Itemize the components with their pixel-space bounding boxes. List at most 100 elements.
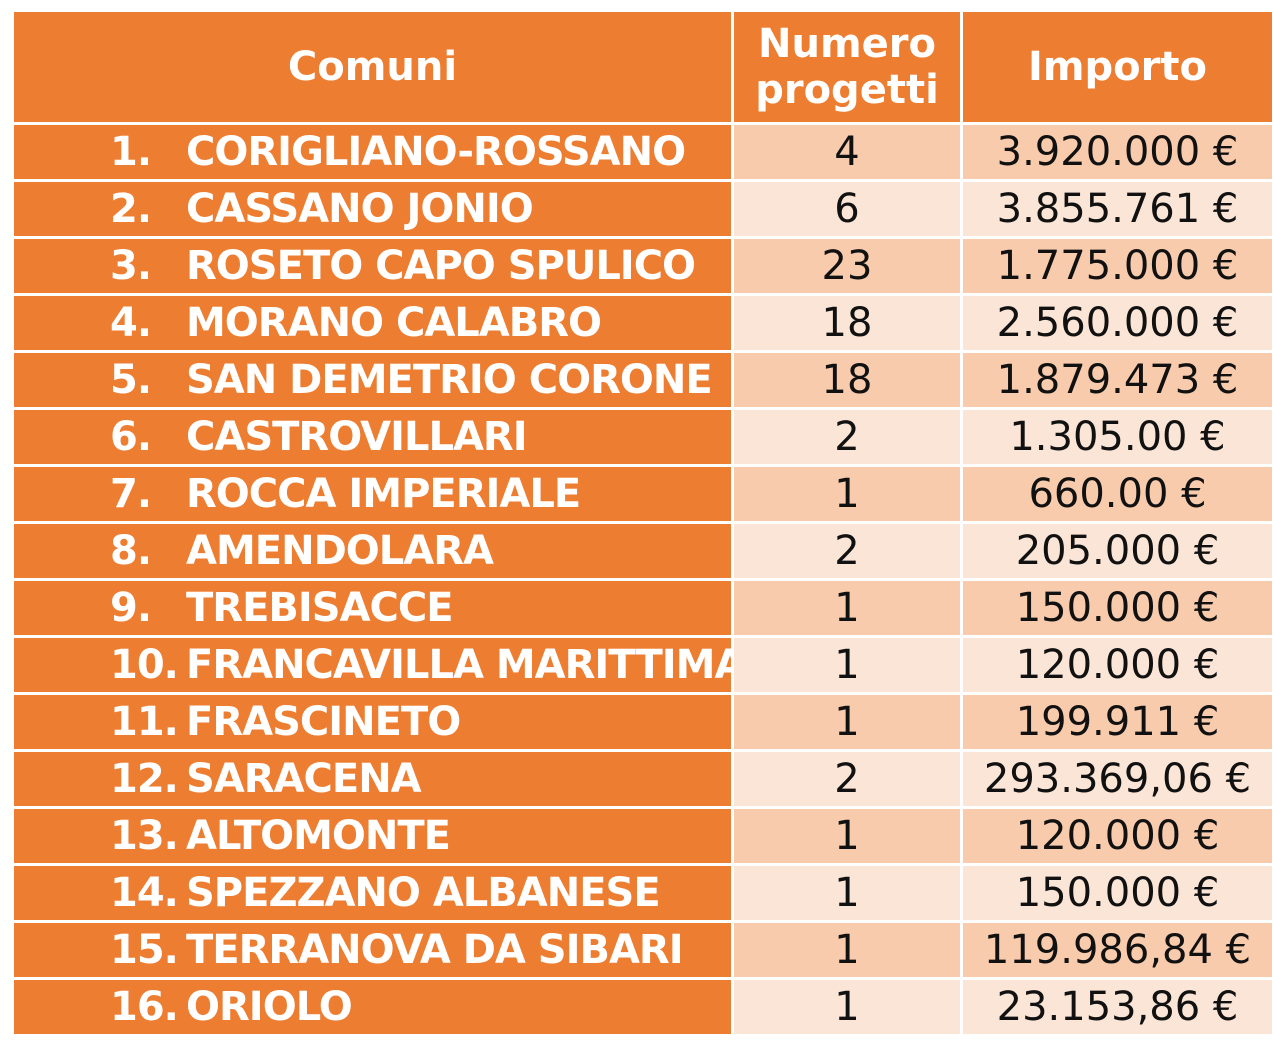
row-number: 13. bbox=[110, 813, 179, 859]
importo-cell: 120.000 € bbox=[963, 809, 1272, 866]
table-row: 7. ROCCA IMPERIALE 1 660.00 € bbox=[14, 467, 1272, 524]
table-row: 9. TREBISACCE 1 150.000 € bbox=[14, 581, 1272, 638]
table-row: 15. TERRANOVA DA SIBARI 1 119.986,84 € bbox=[14, 923, 1272, 980]
row-number: 15. bbox=[110, 927, 179, 973]
importo-cell: 150.000 € bbox=[963, 866, 1272, 923]
comune-cell: 1. CORIGLIANO-ROSSANO bbox=[14, 125, 734, 182]
numero-progetti-cell: 2 bbox=[734, 752, 963, 809]
numero-progetti-cell: 1 bbox=[734, 866, 963, 923]
header-row: Comuni Numero progetti Importo bbox=[14, 12, 1272, 125]
comune-cell: 12. SARACENA bbox=[14, 752, 734, 809]
comune-name: TERRANOVA DA SIBARI bbox=[186, 927, 684, 973]
table-row: 11. FRASCINETO 1 199.911 € bbox=[14, 695, 1272, 752]
comune-name: TREBISACCE bbox=[186, 585, 454, 631]
importo-cell: 2.560.000 € bbox=[963, 296, 1272, 353]
importo-cell: 3.920.000 € bbox=[963, 125, 1272, 182]
header-importo-label: Importo bbox=[1027, 44, 1207, 90]
table-row: 4. MORANO CALABRO 18 2.560.000 € bbox=[14, 296, 1272, 353]
row-number: 4. bbox=[110, 300, 152, 346]
table-row: 3. ROSETO CAPO SPULICO 23 1.775.000 € bbox=[14, 239, 1272, 296]
importo-cell: 660.00 € bbox=[963, 467, 1272, 524]
row-number: 11. bbox=[110, 699, 179, 745]
comune-name: FRASCINETO bbox=[186, 699, 461, 745]
numero-progetti-cell: 2 bbox=[734, 524, 963, 581]
table-body: 1. CORIGLIANO-ROSSANO 4 3.920.000 € 2. CASSAN… bbox=[14, 125, 1272, 1034]
comune-cell: 11. FRASCINETO bbox=[14, 695, 734, 752]
numero-progetti-cell: 1 bbox=[734, 638, 963, 695]
row-number: 16. bbox=[110, 984, 179, 1030]
comuni-table-container: Comuni Numero progetti Importo 1. CORIGLI… bbox=[14, 12, 1272, 1034]
numero-progetti-cell: 1 bbox=[734, 467, 963, 524]
comune-name: ORIOLO bbox=[186, 984, 353, 1030]
comune-cell: 13. ALTOMONTE bbox=[14, 809, 734, 866]
row-number: 14. bbox=[110, 870, 179, 916]
table-row: 13. ALTOMONTE 1 120.000 € bbox=[14, 809, 1272, 866]
comune-name: CASSANO JONIO bbox=[186, 186, 534, 232]
row-number: 12. bbox=[110, 756, 179, 802]
importo-cell: 23.153,86 € bbox=[963, 980, 1272, 1034]
header-comuni-label: Comuni bbox=[287, 44, 458, 90]
numero-progetti-cell: 6 bbox=[734, 182, 963, 239]
comune-name: AMENDOLARA bbox=[186, 528, 494, 574]
importo-cell: 1.879.473 € bbox=[963, 353, 1272, 410]
table-row: 6. CASTROVILLARI 2 1.305.00 € bbox=[14, 410, 1272, 467]
importo-cell: 3.855.761 € bbox=[963, 182, 1272, 239]
comune-cell: 3. ROSETO CAPO SPULICO bbox=[14, 239, 734, 296]
numero-progetti-cell: 1 bbox=[734, 923, 963, 980]
comuni-table: Comuni Numero progetti Importo 1. CORIGLI… bbox=[14, 12, 1272, 1034]
comune-name: FRANCAVILLA MARITTIMA bbox=[186, 642, 734, 688]
numero-progetti-cell: 18 bbox=[734, 353, 963, 410]
table-row: 16. ORIOLO 1 23.153,86 € bbox=[14, 980, 1272, 1034]
header-importo: Importo bbox=[963, 12, 1272, 125]
comune-name: SARACENA bbox=[186, 756, 422, 802]
table-row: 10. FRANCAVILLA MARITTIMA 1 120.000 € bbox=[14, 638, 1272, 695]
importo-cell: 293.369,06 € bbox=[963, 752, 1272, 809]
comune-cell: 10. FRANCAVILLA MARITTIMA bbox=[14, 638, 734, 695]
row-number: 3. bbox=[110, 243, 152, 289]
comune-name: CORIGLIANO-ROSSANO bbox=[186, 129, 686, 175]
table-row: 12. SARACENA 2 293.369,06 € bbox=[14, 752, 1272, 809]
comune-name: CASTROVILLARI bbox=[186, 414, 528, 460]
importo-cell: 1.775.000 € bbox=[963, 239, 1272, 296]
table-row: 8. AMENDOLARA 2 205.000 € bbox=[14, 524, 1272, 581]
table-row: 5. SAN DEMETRIO CORONE 18 1.879.473 € bbox=[14, 353, 1272, 410]
row-number: 10. bbox=[110, 642, 179, 688]
importo-cell: 150.000 € bbox=[963, 581, 1272, 638]
comune-name: ROCCA IMPERIALE bbox=[186, 471, 581, 517]
row-number: 9. bbox=[110, 585, 152, 631]
numero-progetti-cell: 1 bbox=[734, 695, 963, 752]
importo-cell: 199.911 € bbox=[963, 695, 1272, 752]
numero-progetti-cell: 4 bbox=[734, 125, 963, 182]
header-numero-progetti: Numero progetti bbox=[734, 12, 963, 125]
row-number: 5. bbox=[110, 357, 152, 403]
comune-cell: 9. TREBISACCE bbox=[14, 581, 734, 638]
row-number: 7. bbox=[110, 471, 152, 517]
header-comuni: Comuni bbox=[14, 12, 734, 125]
header-numero-label-line2: progetti bbox=[755, 67, 939, 113]
numero-progetti-cell: 1 bbox=[734, 581, 963, 638]
comune-name: MORANO CALABRO bbox=[186, 300, 602, 346]
row-number: 8. bbox=[110, 528, 152, 574]
comune-name: ROSETO CAPO SPULICO bbox=[186, 243, 696, 289]
numero-progetti-cell: 2 bbox=[734, 410, 963, 467]
importo-cell: 120.000 € bbox=[963, 638, 1272, 695]
importo-cell: 1.305.00 € bbox=[963, 410, 1272, 467]
comune-cell: 14. SPEZZANO ALBANESE bbox=[14, 866, 734, 923]
comune-cell: 16. ORIOLO bbox=[14, 980, 734, 1034]
row-number: 1. bbox=[110, 129, 152, 175]
comune-name: ALTOMONTE bbox=[186, 813, 451, 859]
row-number: 2. bbox=[110, 186, 152, 232]
numero-progetti-cell: 23 bbox=[734, 239, 963, 296]
comune-cell: 8. AMENDOLARA bbox=[14, 524, 734, 581]
comune-cell: 4. MORANO CALABRO bbox=[14, 296, 734, 353]
importo-cell: 119.986,84 € bbox=[963, 923, 1272, 980]
comune-cell: 5. SAN DEMETRIO CORONE bbox=[14, 353, 734, 410]
table-row: 1. CORIGLIANO-ROSSANO 4 3.920.000 € bbox=[14, 125, 1272, 182]
comune-cell: 15. TERRANOVA DA SIBARI bbox=[14, 923, 734, 980]
header-numero-label-line1: Numero bbox=[758, 21, 936, 67]
row-number: 6. bbox=[110, 414, 152, 460]
comune-cell: 7. ROCCA IMPERIALE bbox=[14, 467, 734, 524]
table-row: 14. SPEZZANO ALBANESE 1 150.000 € bbox=[14, 866, 1272, 923]
numero-progetti-cell: 1 bbox=[734, 980, 963, 1034]
comune-cell: 6. CASTROVILLARI bbox=[14, 410, 734, 467]
